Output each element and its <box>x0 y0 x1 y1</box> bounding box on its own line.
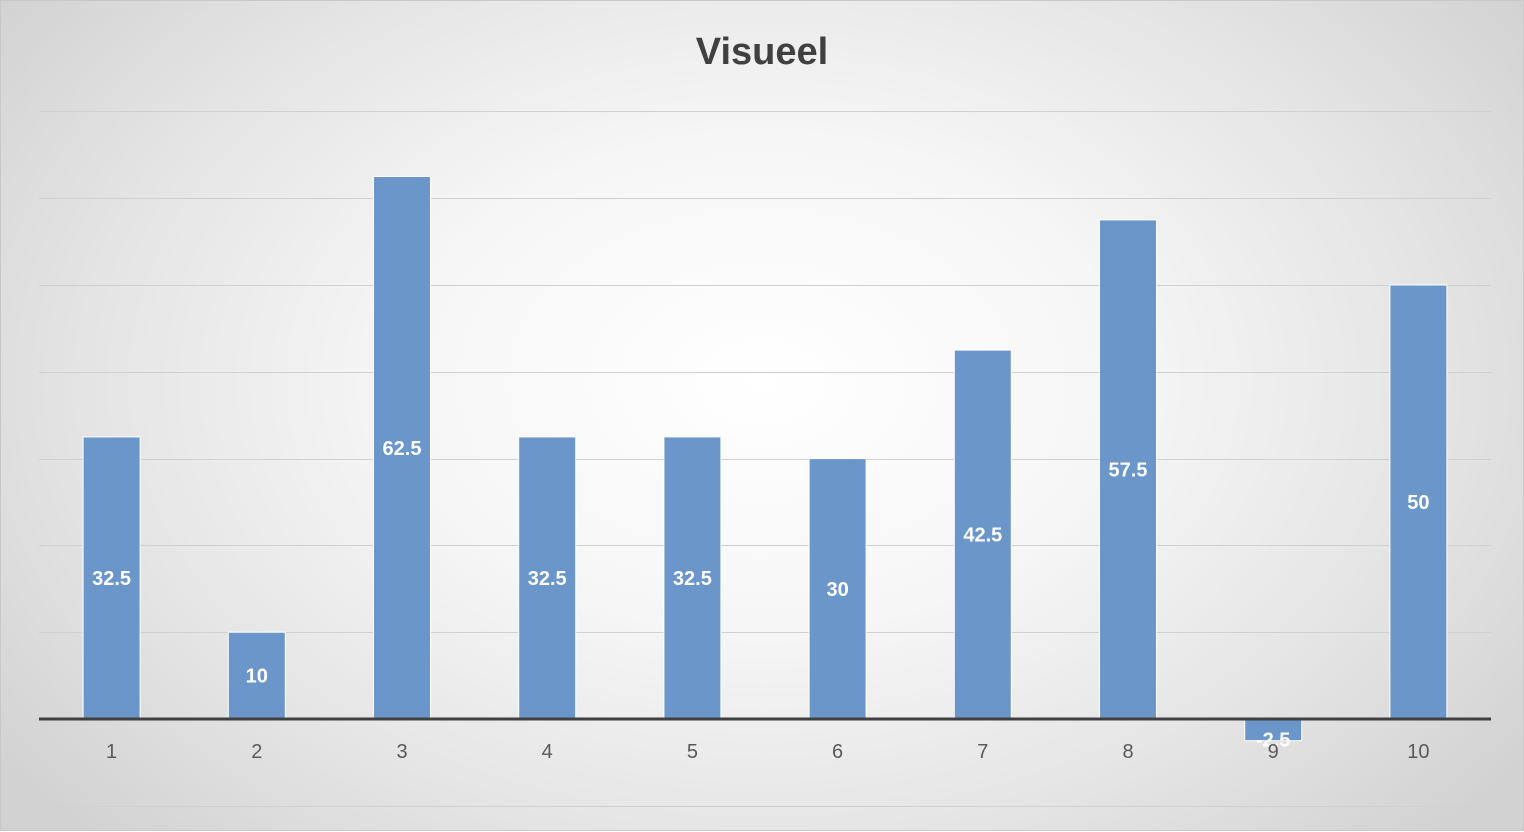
data-label-7: 42.5 <box>963 525 1002 547</box>
bar-7 <box>953 349 1012 720</box>
x-tick-label-7: 7 <box>977 741 988 763</box>
bar-6 <box>808 458 867 720</box>
data-label-2: 10 <box>246 666 268 688</box>
x-tick-label-6: 6 <box>832 741 843 763</box>
data-label-3: 62.5 <box>383 438 422 460</box>
bar-2 <box>227 631 286 720</box>
data-label-4: 32.5 <box>528 568 567 590</box>
x-tick-label-5: 5 <box>687 741 698 763</box>
chart-title: Visueel <box>695 31 829 73</box>
bar-1 <box>82 436 141 720</box>
data-label-8: 57.5 <box>1109 459 1148 481</box>
data-label-10: 50 <box>1407 492 1429 514</box>
x-tick-label-4: 4 <box>542 741 553 763</box>
bar-3 <box>373 176 431 720</box>
data-label-5: 32.5 <box>673 568 712 590</box>
bar-8 <box>1099 219 1157 720</box>
data-label-6: 30 <box>826 579 848 601</box>
x-tick-label-8: 8 <box>1122 741 1133 763</box>
bar-4 <box>518 436 577 720</box>
data-label-9: -2.5 <box>1256 730 1290 752</box>
x-tick-label-2: 2 <box>251 741 262 763</box>
bar-10 <box>1389 284 1448 720</box>
x-tick-label-9: 9 <box>1268 741 1279 763</box>
bar-5 <box>663 436 722 720</box>
x-tick-label-10: 10 <box>1407 741 1429 763</box>
x-tick-label-3: 3 <box>396 741 407 763</box>
x-tick-label-1: 1 <box>106 741 117 763</box>
data-label-1: 32.5 <box>92 568 131 590</box>
